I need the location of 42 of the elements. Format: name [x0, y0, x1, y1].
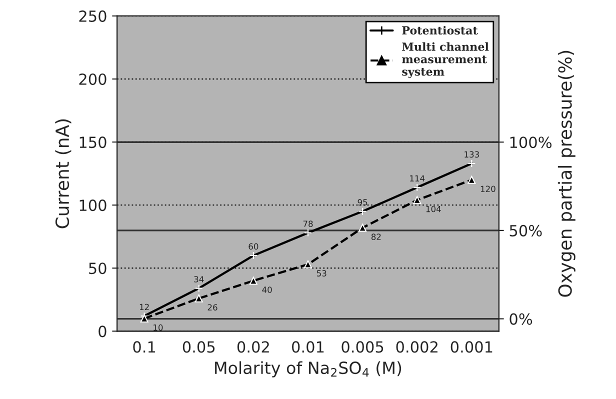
- y-tick-label: 100: [80, 200, 106, 212]
- data-label: 60: [248, 243, 258, 250]
- y2-tick-label: 100%: [510, 136, 552, 148]
- data-label: 40: [262, 286, 272, 293]
- data-label: 82: [371, 234, 381, 240]
- x-tick-label: 0.1: [133, 341, 156, 353]
- point: [413, 196, 422, 204]
- x-tick-label: 0.05: [182, 341, 215, 353]
- x-tick-label: 0.02: [237, 341, 269, 353]
- data-label: 104: [426, 206, 441, 212]
- x-axis-title: Molarity of Na$_{2}$SO$_{4}$ (M): [215, 361, 402, 378]
- y2-tick-label: 50%: [510, 224, 542, 236]
- data-label: 133: [464, 151, 479, 158]
- data-label: 120: [480, 186, 496, 192]
- y-tick-label: 200: [79, 73, 106, 86]
- data-label: 12: [140, 304, 149, 310]
- data-label: 53: [316, 270, 326, 276]
- point: [140, 314, 148, 323]
- x-tick-label: 0.01: [292, 341, 324, 353]
- data-label: 34: [194, 276, 204, 282]
- y-tick-label: 150: [80, 136, 106, 148]
- x-tick-label: 0.002: [396, 341, 438, 353]
- data-label: 26: [208, 304, 218, 311]
- data-label: 95: [358, 199, 368, 206]
- x-tick-label: 0.001: [450, 341, 492, 353]
- point: [468, 176, 476, 184]
- point: [304, 260, 312, 268]
- x-tick-label: 0.005: [342, 341, 384, 353]
- point: [358, 224, 367, 232]
- data-label: 78: [303, 220, 313, 227]
- y-tick-label: 250: [79, 10, 106, 22]
- point: [194, 294, 203, 302]
- y2-tick-label: 0%: [510, 313, 532, 325]
- data-label: 114: [410, 175, 425, 182]
- y2-axis-title: Oxygen partial pressure(%): [558, 50, 576, 297]
- data-label: 10: [154, 324, 163, 331]
- legend-label: Multi channel measurement system: [402, 42, 489, 78]
- point: [249, 276, 258, 285]
- legend-label: Potentiostat: [402, 26, 478, 35]
- y-axis-title: Current (nA): [55, 119, 72, 228]
- y-tick-label: 50: [89, 262, 106, 274]
- y-tick-label: 0: [98, 326, 106, 338]
